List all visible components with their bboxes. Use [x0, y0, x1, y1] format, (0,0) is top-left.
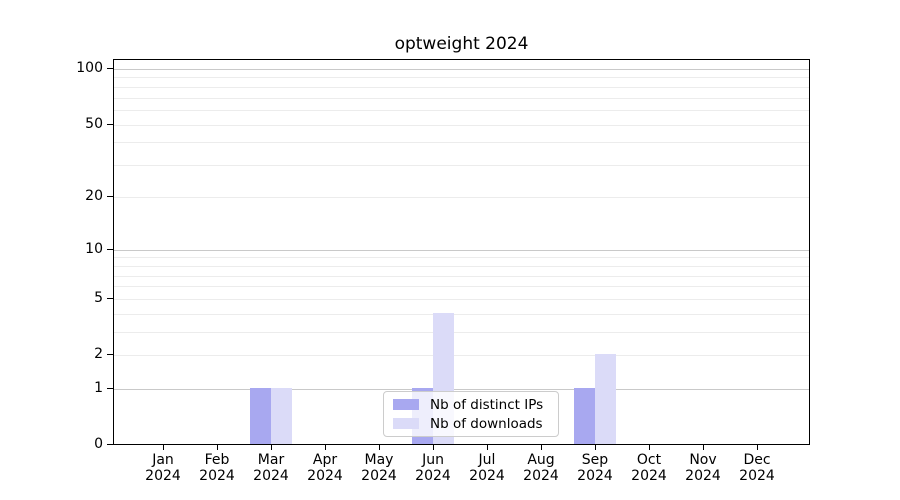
gridline-minor-2: [114, 355, 809, 357]
x-tick-month-jan: Jan: [152, 452, 174, 468]
y-tick-100: [107, 68, 113, 69]
gridline-major-10: [114, 249, 809, 251]
x-tick-label-jul: Jul 2024: [459, 452, 515, 484]
y-tick-0: [107, 444, 113, 445]
x-tick-aug: [541, 445, 542, 450]
x-tick-month-apr: Apr: [312, 452, 338, 468]
x-tick-year-nov: 2024: [685, 468, 721, 484]
chart-title: optweight 2024: [394, 34, 529, 54]
y-tick-label-20: 20: [85, 188, 103, 204]
x-tick-jul: [487, 445, 488, 450]
x-tick-label-oct: Oct 2024: [621, 452, 677, 484]
x-tick-label-jun: Jun 2024: [405, 452, 461, 484]
y-tick-20: [107, 196, 113, 197]
gridline-minor-4: [114, 313, 809, 315]
legend-label-distinct-ips: Nb of distinct IPs: [430, 396, 544, 413]
x-tick-year-jul: 2024: [469, 468, 505, 484]
x-tick-label-jan: Jan 2024: [135, 452, 191, 484]
x-tick-label-aug: Aug 2024: [513, 452, 569, 484]
gridline-minor-70: [114, 97, 809, 99]
plot-area: Nb of distinct IPs Nb of downloads: [113, 59, 810, 445]
x-tick-feb: [217, 445, 218, 450]
y-tick-label-0: 0: [94, 436, 103, 452]
x-tick-year-jan: 2024: [145, 468, 181, 484]
gridline-minor-20: [114, 196, 809, 198]
gridline-minor-8: [114, 265, 809, 267]
x-tick-month-dec: Dec: [743, 452, 771, 468]
x-tick-jun: [433, 445, 434, 450]
gridlines-layer: [114, 60, 809, 444]
x-tick-month-jul: Jul: [478, 452, 496, 468]
gridline-minor-60: [114, 110, 809, 112]
x-tick-mar: [271, 445, 272, 450]
gridline-minor-6: [114, 286, 809, 288]
legend-item-distinct-ips: Nb of distinct IPs: [393, 397, 558, 413]
gridline-minor-3: [114, 332, 809, 334]
x-tick-oct: [649, 445, 650, 450]
y-tick-10: [107, 249, 113, 250]
gridline-minor-80: [114, 86, 809, 88]
x-tick-month-aug: Aug: [527, 452, 555, 468]
x-tick-year-dec: 2024: [739, 468, 775, 484]
gridline-minor-40: [114, 142, 809, 144]
legend-label-downloads: Nb of downloads: [430, 415, 543, 432]
y-tick-label-50: 50: [85, 116, 103, 132]
gridline-major-1: [114, 388, 809, 390]
x-tick-year-mar: 2024: [253, 468, 289, 484]
gridline-minor-7: [114, 275, 809, 277]
x-tick-label-feb: Feb 2024: [189, 452, 245, 484]
y-tick-2: [107, 354, 113, 355]
x-tick-label-nov: Nov 2024: [675, 452, 731, 484]
x-tick-month-sep: Sep: [581, 452, 609, 468]
x-tick-year-feb: 2024: [199, 468, 235, 484]
x-tick-jan: [163, 445, 164, 450]
bar-nb-of-downloads-sep: [595, 354, 616, 444]
gridline-major-100: [114, 68, 809, 70]
x-tick-month-may: May: [364, 452, 394, 468]
x-tick-year-jun: 2024: [415, 468, 451, 484]
x-tick-month-mar: Mar: [257, 452, 285, 468]
bars-layer: [114, 60, 809, 444]
y-tick-label-10: 10: [85, 241, 103, 257]
x-tick-label-may: May 2024: [351, 452, 407, 484]
y-tick-label-2: 2: [94, 346, 103, 362]
bar-nb-of-distinct-ips-sep: [574, 388, 595, 444]
legend-swatch-downloads: [393, 418, 419, 429]
y-tick-50: [107, 124, 113, 125]
y-tick-1: [107, 388, 113, 389]
x-tick-label-apr: Apr 2024: [297, 452, 353, 484]
bar-nb-of-downloads-mar: [271, 388, 292, 444]
bar-nb-of-distinct-ips-mar: [250, 388, 271, 444]
y-tick-label-100: 100: [76, 60, 103, 76]
x-tick-may: [379, 445, 380, 450]
legend: Nb of distinct IPs Nb of downloads: [383, 391, 559, 437]
gridline-minor-50: [114, 124, 809, 126]
x-tick-label-mar: Mar 2024: [243, 452, 299, 484]
x-tick-nov: [703, 445, 704, 450]
y-tick-label-5: 5: [94, 290, 103, 306]
x-tick-month-oct: Oct: [636, 452, 662, 468]
x-tick-sep: [595, 445, 596, 450]
x-tick-month-feb: Feb: [204, 452, 230, 468]
legend-swatch-distinct-ips: [393, 399, 419, 410]
x-tick-month-nov: Nov: [689, 452, 717, 468]
x-tick-year-apr: 2024: [307, 468, 343, 484]
x-tick-month-jun: Jun: [422, 452, 444, 468]
x-tick-label-dec: Dec 2024: [729, 452, 785, 484]
x-tick-year-oct: 2024: [631, 468, 667, 484]
x-tick-dec: [757, 445, 758, 450]
x-tick-label-sep: Sep 2024: [567, 452, 623, 484]
x-tick-apr: [325, 445, 326, 450]
y-tick-label-1: 1: [94, 380, 103, 396]
x-tick-year-sep: 2024: [577, 468, 613, 484]
x-tick-year-aug: 2024: [523, 468, 559, 484]
legend-item-downloads: Nb of downloads: [393, 416, 558, 432]
gridline-minor-5: [114, 299, 809, 301]
gridline-minor-90: [114, 77, 809, 79]
gridline-minor-30: [114, 165, 809, 167]
x-tick-year-may: 2024: [361, 468, 397, 484]
gridline-minor-9: [114, 257, 809, 259]
y-tick-5: [107, 298, 113, 299]
